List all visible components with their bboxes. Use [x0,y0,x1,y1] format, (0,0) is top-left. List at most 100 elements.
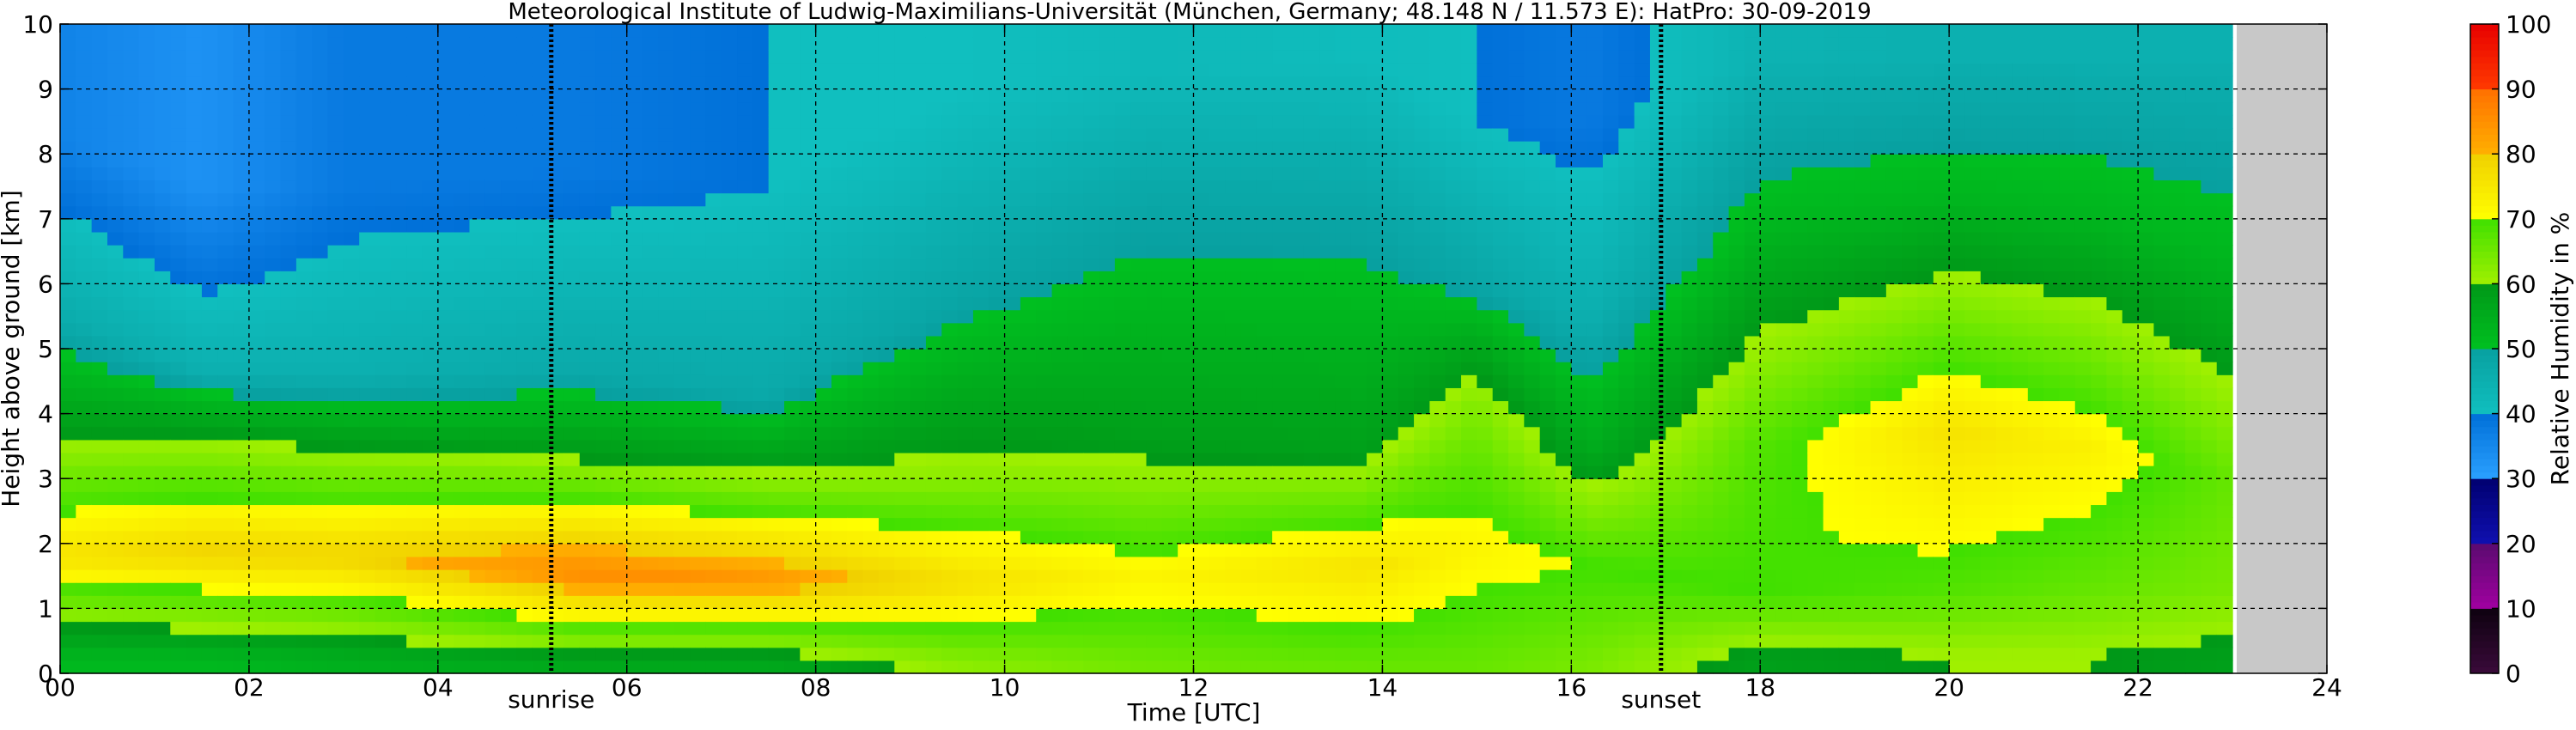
chart-title: Meteorological Institute of Ludwig-Maxim… [508,0,1871,25]
heatmap-cell [280,426,297,441]
heatmap-cell [1051,283,1069,298]
heatmap-cell [422,634,439,648]
heatmap-cell [784,543,801,557]
heatmap-cell [1556,322,1572,337]
heatmap-cell [1036,374,1053,388]
heatmap-cell [1398,245,1415,259]
heatmap-cell [280,543,297,557]
heatmap-cell [107,322,124,337]
heatmap-cell [91,218,108,233]
heatmap-cell [532,322,549,337]
heatmap-cell [1288,530,1305,544]
heatmap-cell [1256,387,1273,402]
heatmap-cell [595,426,612,441]
heatmap-cell [406,231,423,246]
heatmap-cell [390,362,407,375]
heatmap-cell [1398,608,1415,623]
heatmap-cell [894,349,911,362]
heatmap-cell [1539,258,1556,271]
heatmap-cell [1350,271,1367,284]
heatmap-cell [1225,218,1242,233]
heatmap-cell [1492,205,1509,220]
heatmap-cell [910,647,927,661]
heatmap-cell [910,362,927,375]
heatmap-cell [233,37,250,51]
heatmap-cell [1524,504,1541,519]
heatmap-cell [123,465,140,479]
heatmap-cell [910,517,927,532]
heatmap-cell [768,387,785,402]
heatmap-cell [1067,400,1084,415]
heatmap-cell [642,167,660,181]
heatmap-cell [658,167,675,181]
heatmap-cell [454,283,471,298]
heatmap-cell [925,231,942,246]
heatmap-cell [941,296,959,311]
heatmap-cell [359,660,376,674]
heatmap-cell [138,231,155,246]
heatmap-cell [1288,245,1305,259]
heatmap-cell [925,271,942,284]
heatmap-cell [1161,349,1178,362]
heatmap-cell [910,439,927,453]
heatmap-cell [154,218,171,233]
heatmap-cell [422,271,439,284]
heatmap-cell [768,478,785,492]
heatmap-cell [280,504,297,519]
heatmap-cell [107,465,124,479]
heatmap-cell [1225,556,1242,570]
heatmap-cell [469,491,486,506]
heatmap-cell [295,634,313,648]
heatmap-cell [1429,647,1446,661]
heatmap-cell [925,63,942,77]
heatmap-cell [642,179,660,194]
heatmap-cell [1193,205,1210,220]
heatmap-cell [752,530,770,544]
heatmap-cell [1319,634,1337,648]
heatmap-cell [1618,582,1635,596]
heatmap-cell [248,114,265,129]
heatmap-cell [1130,218,1148,233]
heatmap-cell [422,24,439,38]
heatmap-cell [233,63,250,77]
heatmap-cell [359,569,376,583]
heatmap-cell [1429,439,1446,453]
heatmap-cell [1256,283,1273,298]
heatmap-cell [1083,439,1100,453]
heatmap-cell [107,582,124,596]
heatmap-cell [595,127,612,142]
heatmap-cell [248,387,265,402]
heatmap-cell [690,582,706,596]
heatmap-cell [705,608,722,623]
heatmap-cell [1414,309,1430,324]
heatmap-cell [878,660,895,674]
heatmap-cell [705,88,722,103]
heatmap-cell [1004,439,1021,453]
heatmap-cell [123,491,140,506]
heatmap-cell [406,452,423,466]
heatmap-cell [1461,426,1477,441]
heatmap-cell [233,179,250,194]
heatmap-cell [1445,491,1462,506]
heatmap-cell [1225,400,1242,415]
heatmap-cell [862,245,880,259]
heatmap-cell [642,101,660,116]
heatmap-cell [989,465,1006,479]
heatmap-cell [280,322,297,337]
heatmap-cell [784,517,801,532]
heatmap-cell [375,504,392,519]
heatmap-cell [76,621,93,636]
heatmap-cell [1367,101,1384,116]
heatmap-cell [1524,374,1541,388]
heatmap-cell [1240,127,1258,142]
heatmap-cell [437,258,454,271]
heatmap-cell [1051,76,1069,90]
heatmap-cell [1350,179,1367,194]
heatmap-cell [532,114,549,129]
heatmap-cell [1335,634,1352,648]
heatmap-cell [1240,530,1258,544]
heatmap-cell [327,63,344,77]
heatmap-cell [658,621,675,636]
heatmap-cell [721,283,738,298]
heatmap-cell [1240,543,1258,557]
